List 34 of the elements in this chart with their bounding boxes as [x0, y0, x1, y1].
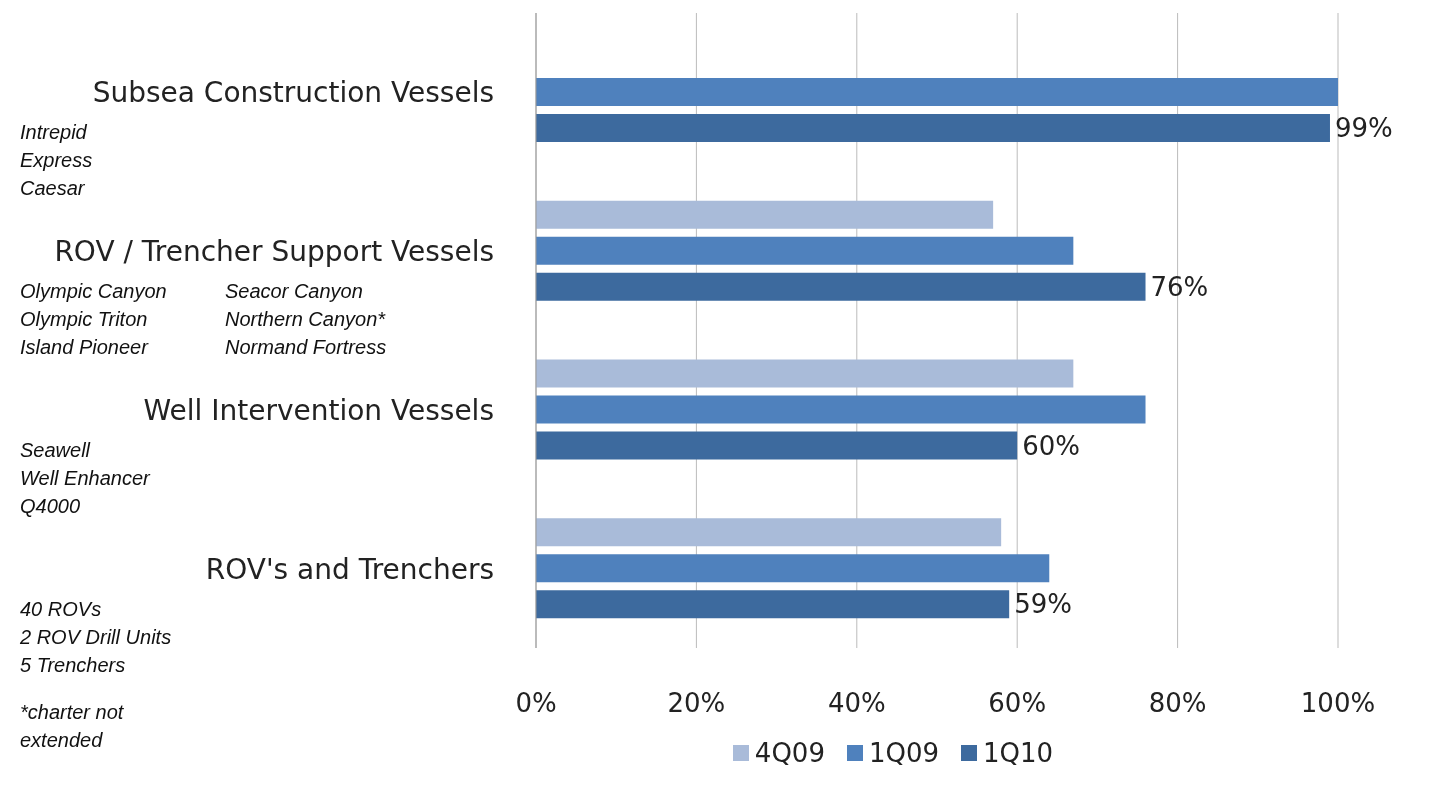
bar	[536, 590, 1010, 619]
bar	[536, 236, 1074, 265]
bar	[536, 78, 1338, 106]
text: 40 ROVs 2 ROV Drill Units 5 Trenchers	[20, 596, 172, 678]
text: Seacor Canyon Northern Canyon* Normand Fortress	[225, 279, 387, 361]
bar	[536, 359, 1074, 388]
legend-label: 1Q10	[982, 738, 1054, 768]
bar	[536, 395, 1146, 424]
bar	[536, 518, 1002, 547]
bar	[536, 114, 1330, 142]
x-tick-label: 40%	[827, 688, 886, 719]
x-tick-label: 20%	[667, 688, 726, 719]
data-label: 59%	[1014, 589, 1072, 620]
y-tick-label: ROV / Trencher Support Vessels	[54, 235, 494, 269]
bar	[536, 200, 994, 229]
x-tick-label: 100%	[1300, 688, 1376, 719]
y-tick-label: Well Intervention Vessels	[143, 393, 494, 427]
bar	[536, 554, 1050, 583]
y-tick-label: ROV's and Trenchers	[205, 552, 494, 586]
data-label: 60%	[1022, 430, 1080, 461]
text: Seawell Well Enhancer Q4000	[20, 437, 150, 519]
text: *charter not extended	[20, 700, 124, 753]
y-tick-label: Subsea Construction Vessels	[92, 76, 494, 110]
legend-label: 4Q09	[753, 738, 825, 768]
x-tick-label: 60%	[988, 688, 1047, 719]
bar	[536, 272, 1146, 301]
x-tick-label: 0%	[515, 688, 557, 719]
bar	[536, 431, 1018, 460]
legend-label: 1Q09	[867, 738, 940, 768]
text: Intrepid Express Caesar	[20, 120, 93, 202]
text: Olympic Canyon Olympic Triton Island Pioneer	[20, 279, 167, 361]
x-tick-label: 80%	[1148, 688, 1207, 719]
data-label: 99%	[1334, 113, 1393, 144]
data-label: 76%	[1150, 271, 1209, 302]
